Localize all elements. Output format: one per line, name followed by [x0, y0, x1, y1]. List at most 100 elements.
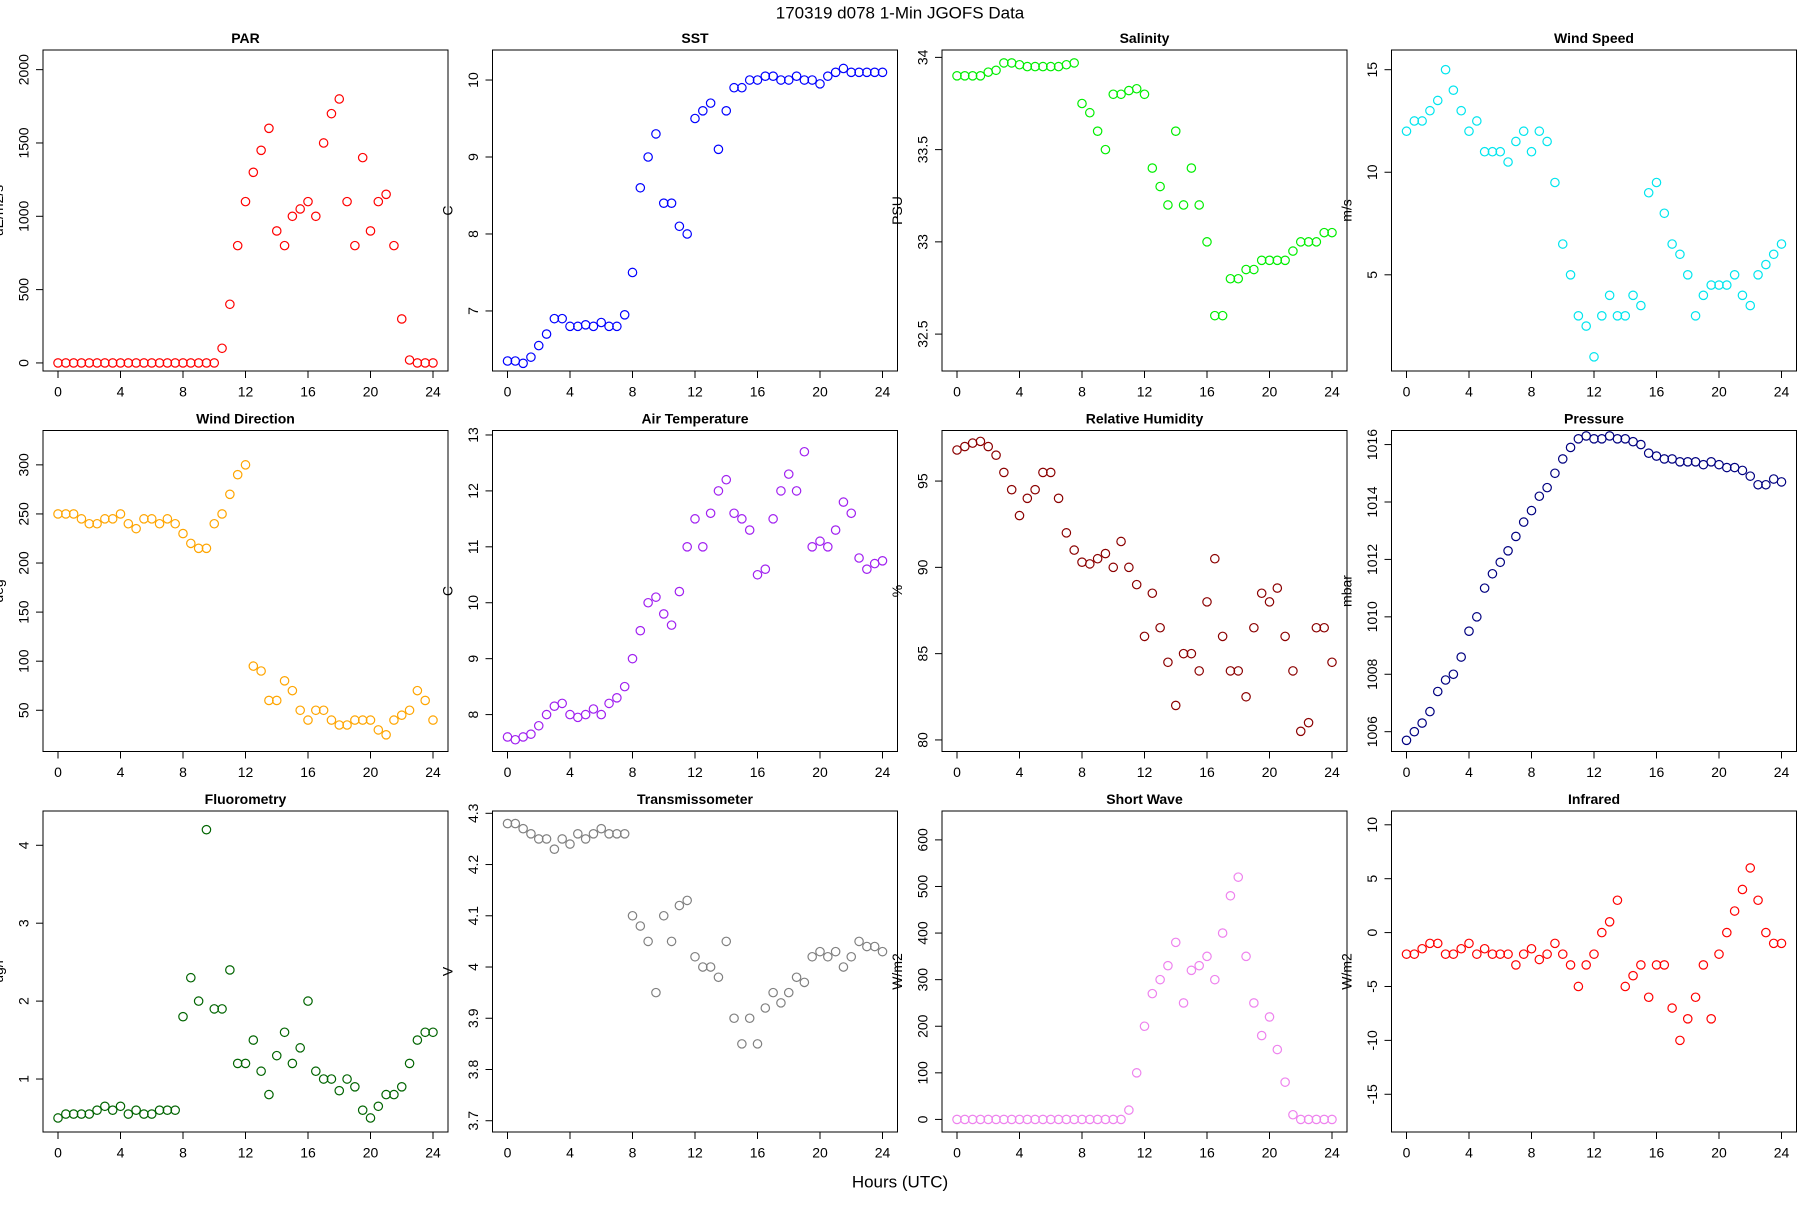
y-tick-label: 4.1: [465, 906, 481, 926]
x-tick-label: 8: [1078, 384, 1086, 400]
data-point: [1503, 949, 1513, 959]
data-point: [549, 844, 560, 854]
data-point: [1202, 237, 1212, 247]
data-point: [1069, 58, 1079, 68]
data-point: [573, 321, 583, 332]
data-point: [1327, 227, 1337, 238]
data-point: [619, 310, 630, 320]
x-tick-label: 8: [1528, 1145, 1536, 1161]
data-point: [643, 597, 653, 608]
data-point: [1061, 528, 1072, 538]
y-tick-label: 600: [915, 828, 931, 852]
data-point: [1225, 890, 1236, 901]
data-point: [854, 553, 864, 563]
data-point: [1745, 863, 1756, 873]
data-point: [1417, 116, 1427, 126]
y-tick-label: -10: [1364, 1030, 1380, 1050]
data-point: [1295, 726, 1306, 737]
data-point: [1014, 1114, 1025, 1125]
data-point: [240, 460, 251, 470]
data-point: [698, 106, 708, 116]
panel: Relative Humidity% 0 4 8 12 16 20 24 80 85 90 95: [889, 411, 1348, 780]
data-point: [565, 839, 575, 849]
data-point: [162, 514, 173, 524]
data-point: [428, 715, 438, 725]
data-point: [1714, 949, 1724, 959]
data-point: [1217, 310, 1228, 321]
data-point: [690, 951, 700, 962]
y-tick-label: 2: [16, 997, 32, 1005]
data-point: [960, 441, 970, 452]
data-point: [580, 320, 591, 330]
data-point: [193, 358, 204, 368]
data-point: [658, 198, 669, 208]
data-point: [1487, 146, 1498, 157]
x-tick-label: 4: [1016, 384, 1024, 400]
data-point: [318, 1074, 329, 1084]
data-point: [115, 358, 126, 368]
data-point: [240, 196, 251, 207]
x-tick-label: 24: [875, 1145, 891, 1161]
data-point: [1006, 484, 1017, 495]
x-tick-label: 24: [425, 1145, 441, 1161]
data-point: [1014, 59, 1025, 70]
data-point: [1636, 960, 1646, 970]
data-point: [1581, 960, 1591, 970]
x-tick-label: 20: [1262, 764, 1278, 780]
data-point: [776, 75, 786, 85]
data-point: [1456, 943, 1466, 954]
data-point: [1401, 949, 1412, 959]
data-point: [1178, 200, 1189, 210]
data-point: [100, 514, 110, 524]
y-tick-label: 80: [915, 732, 931, 748]
data-point: [690, 113, 700, 124]
panel: Pressure mbar 0 4 8 12 16 20 24 1006 1008 1010 1012 1…: [1339, 411, 1797, 780]
data-point: [1722, 927, 1732, 938]
y-axis-label: PSU: [889, 196, 905, 225]
data-point: [1526, 505, 1537, 516]
data-point: [342, 720, 352, 730]
data-point: [823, 71, 833, 81]
data-point: [92, 358, 102, 368]
y-tick-label: 9: [465, 153, 481, 161]
y-tick-label: 3.7: [465, 1111, 481, 1131]
data-point: [1241, 264, 1251, 275]
data-point: [1745, 300, 1756, 311]
data-point: [357, 715, 368, 725]
panel-title: Pressure: [1564, 411, 1624, 427]
data-point: [115, 509, 126, 519]
data-point: [1178, 998, 1189, 1008]
data-point: [1030, 484, 1040, 495]
data-point: [713, 144, 724, 155]
data-point: [643, 152, 653, 162]
data-point: [1053, 493, 1064, 504]
data-point: [1194, 200, 1204, 210]
data-point: [713, 972, 724, 983]
data-point: [510, 734, 521, 745]
data-point: [76, 358, 87, 368]
panel: Salinity PSU 0 4 8 12 16 20 24 32.5 33 33.5 34: [889, 30, 1348, 400]
data-point: [1612, 311, 1623, 321]
x-axis-label: Hours (UTC): [852, 1172, 948, 1191]
panel-title: Air Temperature: [641, 411, 748, 427]
y-tick-label: 1012: [1364, 544, 1380, 575]
data-point: [186, 358, 196, 368]
data-point: [604, 321, 614, 332]
data-point: [1761, 927, 1771, 938]
data-point: [1518, 126, 1529, 137]
data-point: [76, 1109, 87, 1119]
data-point: [342, 196, 352, 207]
y-tick-label: 12: [465, 483, 481, 499]
data-point: [518, 823, 528, 834]
y-tick-label: 1016: [1364, 429, 1380, 460]
data-point: [1045, 1114, 1056, 1125]
plot-frame: [1391, 810, 1797, 1133]
data-point: [1729, 270, 1740, 280]
data-point: [1776, 477, 1787, 487]
x-tick-label: 20: [1262, 384, 1278, 400]
data-point: [217, 1004, 227, 1014]
data-point: [1085, 1114, 1095, 1125]
data-point: [1124, 562, 1134, 573]
data-point: [389, 715, 399, 725]
